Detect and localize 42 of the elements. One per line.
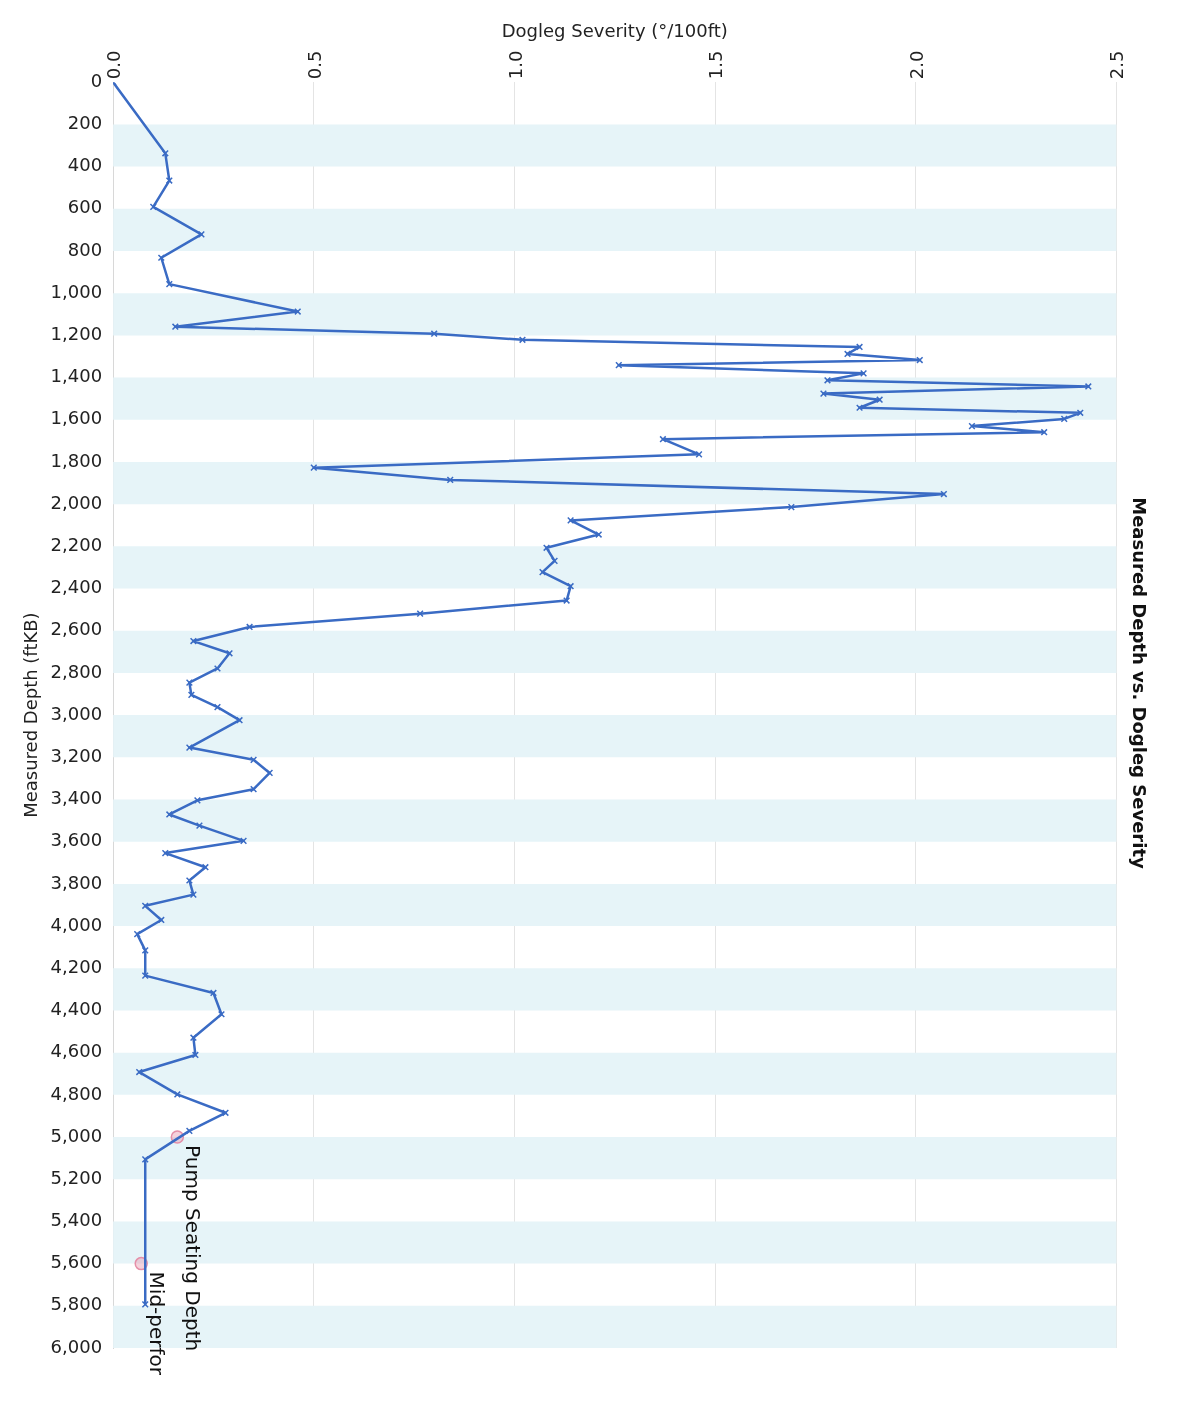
y-tick-label: 5,400 [50, 1209, 103, 1231]
x-axis-title: Dogleg Severity (°/100ft) [501, 20, 728, 42]
y-tick-label: 1,400 [50, 365, 103, 387]
y-tick-label: 800 [67, 238, 103, 260]
y-axis-title: Measured Depth (ftKB) [20, 612, 42, 818]
y-tick-label: 0 [90, 69, 103, 91]
annotation: Mid-perfor [145, 1271, 170, 1376]
y-tick-label: 600 [67, 196, 103, 218]
annotation: Pump Seating Depth [181, 1145, 206, 1352]
y-tick-label: 2,400 [50, 576, 103, 598]
y-tick-label: 4,400 [50, 998, 103, 1020]
y-tick-label: 400 [67, 154, 103, 176]
y-tick-label: 1,000 [50, 280, 103, 302]
x-tick-label: 0.0 [103, 50, 125, 80]
y-tick-label: 4,200 [50, 955, 103, 977]
x-tick-label: 1.0 [504, 50, 526, 80]
y-tick-label: 2,200 [50, 534, 103, 556]
y-tick-label: 2,800 [50, 660, 103, 682]
y-tick-label: 5,600 [50, 1251, 103, 1273]
y-tick-label: 5,000 [50, 1124, 103, 1146]
y-tick-label: 4,800 [50, 1082, 103, 1104]
y-tick-label: 5,200 [50, 1166, 103, 1188]
y-tick-label: 3,400 [50, 787, 103, 809]
y-tick-label: 200 [67, 112, 103, 134]
x-tick-label: 1.5 [705, 50, 727, 80]
x-tick-label: 2.0 [905, 50, 927, 80]
text: Measured Depth vs. Dogleg Severity [1128, 497, 1150, 870]
y-tick-label: 3,000 [50, 702, 103, 724]
y-tick-label: 4,000 [50, 913, 103, 935]
y-tick-label: 1,800 [50, 449, 103, 471]
y-tick-label: 5,800 [50, 1293, 103, 1315]
x-tick-label: 2.5 [1106, 50, 1128, 80]
x-tick-label: 0.5 [303, 50, 325, 80]
y-tick-label: 3,200 [50, 744, 103, 766]
y-tick-label: 1,600 [50, 407, 103, 429]
y-tick-label: 3,600 [50, 829, 103, 851]
y-tick-label: 6,000 [50, 1335, 103, 1357]
y-tick-label: 2,000 [50, 491, 103, 513]
y-tick-label: 4,600 [50, 1040, 103, 1062]
y-tick-label: 2,600 [50, 618, 103, 640]
y-tick-label: 1,200 [50, 323, 103, 345]
y-tick-label: 3,800 [50, 871, 103, 893]
